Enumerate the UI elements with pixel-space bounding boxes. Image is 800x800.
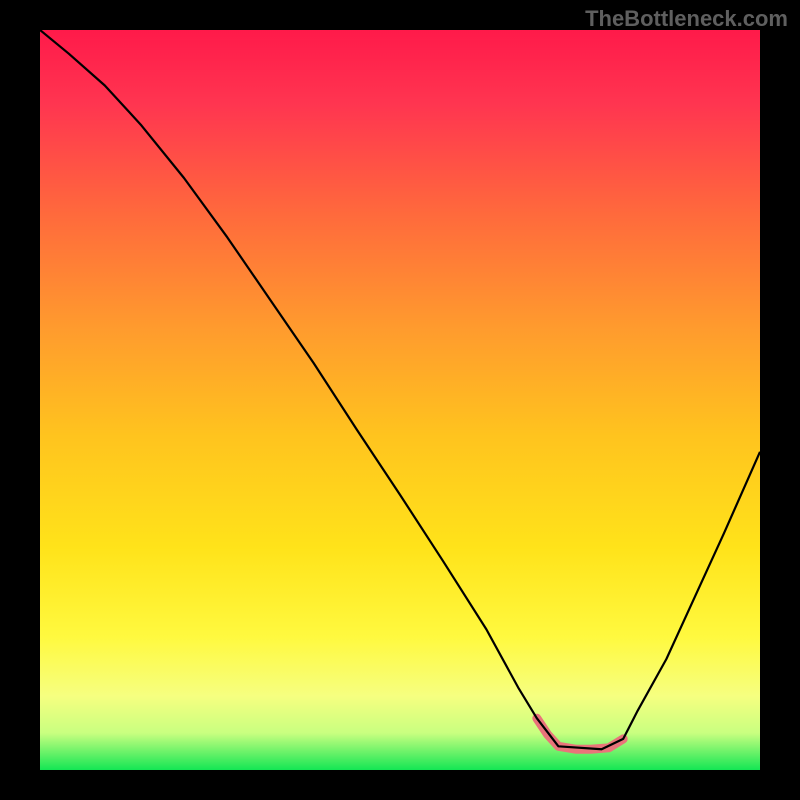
canvas: TheBottleneck.com [0, 0, 800, 800]
plot-area [40, 30, 760, 770]
main-curve [40, 30, 760, 749]
plot-overlay [40, 30, 760, 770]
watermark-text: TheBottleneck.com [585, 6, 788, 32]
